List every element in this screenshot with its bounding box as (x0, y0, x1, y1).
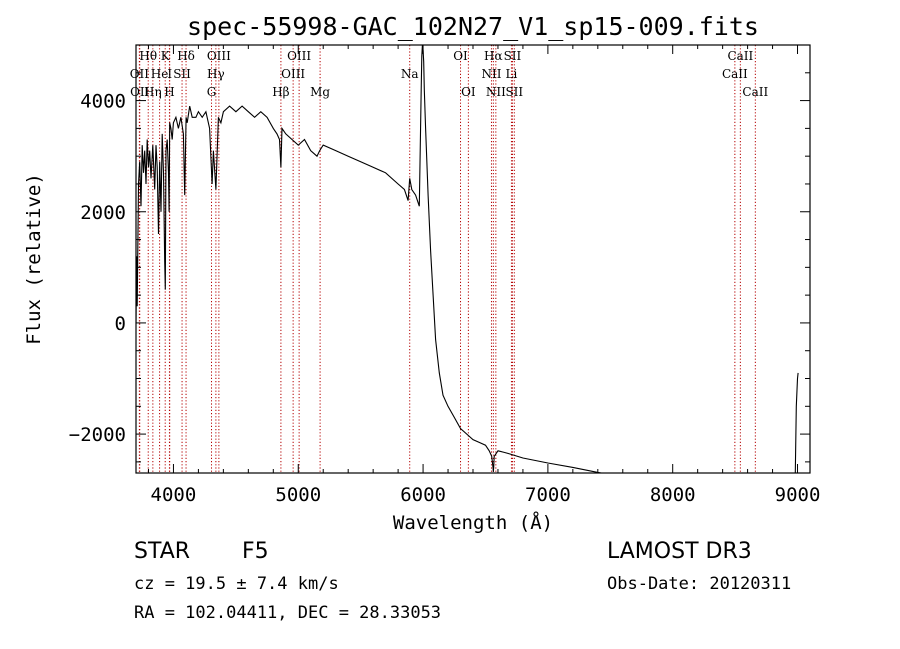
y-axis-label: Flux (relative) (23, 173, 45, 345)
line-label-3: He (151, 67, 169, 81)
object-subclass: F5 (242, 539, 269, 564)
x-tick-label: 7000 (525, 484, 571, 506)
spectrum-series-line (136, 45, 799, 473)
line-label-10: OIII (207, 49, 231, 63)
line-label-17: Na (401, 67, 419, 81)
line-label-18: OI (453, 49, 468, 63)
redshift-value: cz = 19.5 ± 7.4 km/s (134, 574, 339, 594)
line-label-26: CaII (727, 49, 753, 63)
line-label-25: SII (505, 85, 523, 99)
observation-date: Obs-Date: 20120311 (607, 574, 792, 594)
line-label-21: NII (481, 67, 501, 81)
y-tick-label: 2000 (80, 202, 126, 224)
survey-name: LAMOST DR3 (607, 539, 752, 564)
line-label-22: NII (486, 85, 506, 99)
x-axis-ticks: 4000 5000 6000 7000 8000 9000 (147, 45, 821, 506)
line-label-5: K (161, 49, 171, 63)
x-axis-label: Wavelength (Å) (393, 511, 553, 534)
object-class: STAR (134, 539, 191, 564)
line-label-11: Hγ (207, 67, 225, 81)
line-label-8: SII (173, 67, 191, 81)
line-label-20: Hα (484, 49, 503, 63)
line-label-27: CaII (722, 67, 748, 81)
y-tick-label: 0 (115, 313, 126, 335)
line-label-12: G (207, 85, 217, 99)
line-label-4: Hη (144, 85, 162, 99)
line-label-9: Hδ (177, 49, 195, 63)
line-label-7: I (167, 67, 172, 81)
line-label-0: Hθ (139, 49, 157, 63)
x-tick-label: 4000 (151, 484, 197, 506)
y-axis-ticks: −2000 0 2000 4000 (69, 44, 810, 463)
coordinates: RA = 102.04411, DEC = 28.33053 (134, 603, 442, 623)
x-tick-label: 6000 (400, 484, 446, 506)
chart-title: spec-55998-GAC_102N27_V1_sp15-009.fits (187, 12, 759, 41)
line-label-6: H (164, 85, 174, 99)
line-label-15: OIII (281, 67, 305, 81)
line-label-2: OII (130, 85, 150, 99)
x-tick-label: 8000 (650, 484, 696, 506)
y-tick-label: 4000 (80, 91, 126, 113)
line-label-16: Mg (310, 85, 330, 99)
line-label-28: CaII (742, 85, 768, 99)
line-label-1: OII (130, 67, 150, 81)
line-label-14: OIII (287, 49, 311, 63)
plot-frame (135, 44, 811, 474)
line-label-24: Li (506, 67, 518, 81)
line-label-19: OI (461, 85, 476, 99)
line-label-13: Hβ (272, 85, 289, 99)
x-tick-label: 5000 (275, 484, 321, 506)
spectral-line-markers (138, 45, 756, 473)
x-tick-label: 9000 (775, 484, 821, 506)
line-label-23: SII (504, 49, 522, 63)
y-tick-label: −2000 (69, 424, 126, 446)
